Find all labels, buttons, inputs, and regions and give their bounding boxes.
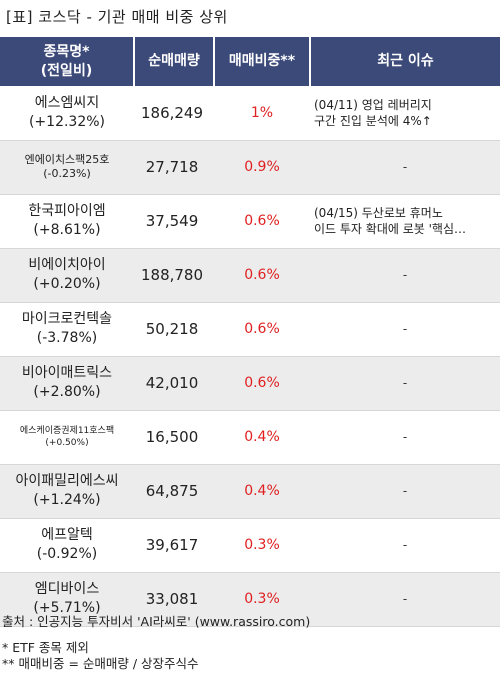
header-volume: 순매매량 [134, 37, 215, 86]
stock-name-cell: 비에이치아이 (+0.20%) [0, 248, 134, 303]
stock-name-cell: 비아이매트릭스 (+2.80%) [0, 356, 134, 411]
table-row: 에스케이증권제11호스팩 (+0.50%) 16,500 0.4% - [0, 410, 500, 465]
net-volume: 16,500 [134, 410, 214, 465]
issue-line1: (04/15) 두산로보 휴머노 [314, 206, 443, 220]
trade-ratio: 0.6% [214, 356, 310, 411]
stock-change: (-0.92%) [36, 546, 98, 562]
stock-name-cell: 아이패밀리에스씨 (+1.24%) [0, 464, 134, 519]
stock-name: 에스엠씨지 [34, 94, 100, 111]
stock-change: (+0.20%) [33, 276, 101, 292]
net-volume: 42,010 [134, 356, 214, 411]
table-row: 엠디바이스 (+5.71%) 33,081 0.3% - [0, 572, 500, 627]
source-note: 출처 : 인공지능 투자비서 'AI라씨로' (www.rassiro.com) [2, 614, 311, 629]
issue-line2: 구간 진입 분석에 4%↑ [314, 113, 432, 128]
stock-name: 아이패밀리에스씨 [15, 473, 119, 489]
net-volume: 39,617 [134, 518, 214, 573]
recent-issue: - [310, 302, 500, 357]
trade-ratio: 1% [214, 86, 310, 141]
trade-ratio: 0.3% [214, 518, 310, 573]
institution-trading-table: 종목명* (전일비) 순매매량 매매비중** 최근 이슈 에스엠씨지 (+12.… [0, 37, 500, 627]
table-row: 아이패밀리에스씨 (+1.24%) 64,875 0.4% - [0, 464, 500, 519]
table-header-row: 종목명* (전일비) 순매매량 매매비중** 최근 이슈 [0, 37, 500, 86]
stock-name: 엔에이치스팩25호 [24, 153, 110, 166]
recent-issue: - [310, 410, 500, 465]
stock-change: (+5.71%) [33, 600, 101, 616]
issue-line1: (04/11) 영업 레버리지 [314, 97, 432, 112]
stock-name-cell: 엔에이치스팩25호 (-0.23%) [0, 140, 134, 195]
stock-name: 에프알텍 [41, 527, 93, 543]
recent-issue: - [310, 248, 500, 303]
table-row: 비아이매트릭스 (+2.80%) 42,010 0.6% - [0, 356, 500, 411]
header-ratio: 매매비중** [214, 37, 311, 86]
stock-change: (-3.78%) [36, 330, 98, 346]
recent-issue[interactable]: (04/15) 두산로보 휴머노 이드 투자 확대에 로봇 '핵심… [310, 194, 500, 249]
stock-change: (-0.23%) [43, 167, 91, 180]
stock-name: 한국피아이엠 [28, 203, 106, 219]
trade-ratio: 0.6% [214, 302, 310, 357]
net-volume: 64,875 [134, 464, 214, 519]
table-row: 에프알텍 (-0.92%) 39,617 0.3% - [0, 518, 500, 573]
recent-issue: - [310, 518, 500, 573]
trade-ratio: 0.6% [214, 248, 310, 303]
stock-name: 비아이매트릭스 [21, 365, 113, 381]
trade-ratio: 0.4% [214, 410, 310, 465]
trade-ratio: 0.9% [214, 140, 310, 195]
table-row: 에스엠씨지 (+12.32%) 186,249 1% (04/11) 영업 레버… [0, 86, 500, 141]
header-name: 종목명* (전일비) [0, 37, 135, 86]
net-volume: 50,218 [134, 302, 214, 357]
net-volume: 27,718 [134, 140, 214, 195]
stock-name: 마이크로컨텍솔 [21, 311, 113, 327]
recent-issue: - [310, 572, 500, 627]
stock-name: 에스케이증권제11호스팩 [19, 426, 115, 436]
page-title: [표] 코스닥 - 기관 매매 비중 상위 [6, 8, 228, 26]
trade-ratio: 0.3% [214, 572, 310, 627]
header-name-line2: (전일비) [40, 62, 93, 79]
stock-name-cell: 엠디바이스 (+5.71%) [0, 572, 134, 627]
stock-change: (+2.80%) [33, 384, 101, 400]
recent-issue: - [310, 140, 500, 195]
stock-change: (+1.24%) [33, 492, 101, 508]
stock-change: (+0.50%) [45, 438, 89, 448]
table-row: 비에이치아이 (+0.20%) 188,780 0.6% - [0, 248, 500, 303]
header-name-line1: 종목명* [43, 43, 90, 60]
stock-change: (+12.32%) [28, 113, 106, 130]
net-volume: 33,081 [134, 572, 214, 627]
stock-change: (+8.61%) [33, 222, 101, 238]
recent-issue: - [310, 464, 500, 519]
trade-ratio: 0.6% [214, 194, 310, 249]
recent-issue: - [310, 356, 500, 411]
issue-line2: 이드 투자 확대에 로봇 '핵심… [314, 222, 466, 236]
footnote-ratio: ** 매매비중 = 순매매량 / 상장주식수 [2, 656, 199, 671]
recent-issue[interactable]: (04/11) 영업 레버리지 구간 진입 분석에 4%↑ [310, 86, 500, 141]
net-volume: 37,549 [134, 194, 214, 249]
stock-name-cell: 에프알텍 (-0.92%) [0, 518, 134, 573]
stock-name-cell: 마이크로컨텍솔 (-3.78%) [0, 302, 134, 357]
stock-name-cell: 한국피아이엠 (+8.61%) [0, 194, 134, 249]
stock-name: 엠디바이스 [34, 581, 100, 597]
stock-name: 비에이치아이 [28, 257, 106, 273]
stock-name-cell: 에스케이증권제11호스팩 (+0.50%) [0, 410, 134, 465]
table-row: 엔에이치스팩25호 (-0.23%) 27,718 0.9% - [0, 140, 500, 195]
table-row: 한국피아이엠 (+8.61%) 37,549 0.6% (04/15) 두산로보… [0, 194, 500, 249]
trade-ratio: 0.4% [214, 464, 310, 519]
header-issue: 최근 이슈 [310, 37, 500, 86]
net-volume: 186,249 [134, 86, 214, 141]
table-row: 마이크로컨텍솔 (-3.78%) 50,218 0.6% - [0, 302, 500, 357]
stock-name-cell: 에스엠씨지 (+12.32%) [0, 86, 134, 141]
footnote-etf: * ETF 종목 제외 [2, 640, 89, 655]
net-volume: 188,780 [134, 248, 214, 303]
